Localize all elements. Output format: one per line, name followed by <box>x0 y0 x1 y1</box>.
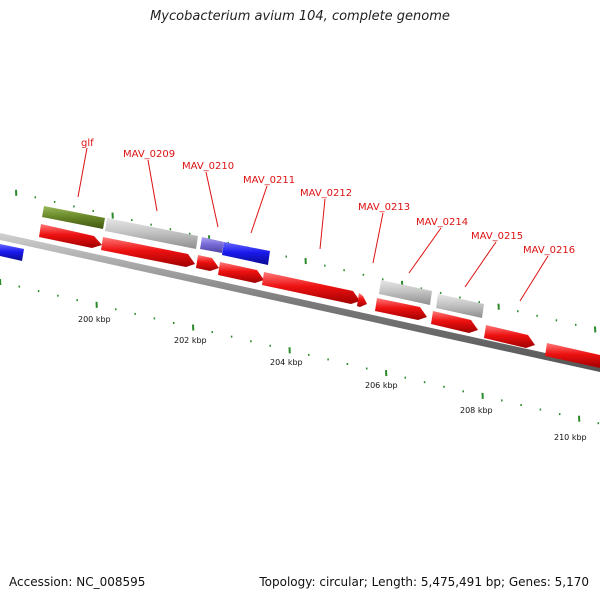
gene-label-mav-0210: MAV_0210 <box>182 161 234 172</box>
cds-arrow-3 <box>196 255 219 271</box>
feature-green-glf <box>42 206 105 229</box>
scale-label-208-kbp: 208 kbp <box>460 406 493 415</box>
genome-backbone <box>0 233 600 372</box>
cds-arrow-4 <box>218 262 264 283</box>
cds-arrow-10 <box>545 343 600 368</box>
cds-arrow-8 <box>431 311 478 333</box>
gene-label-glf: glf <box>81 138 94 149</box>
scale-label-200-kbp: 200 kbp <box>78 315 111 324</box>
cds-arrow-9 <box>484 325 535 348</box>
gene-label-lines <box>77 147 549 302</box>
cds-arrow-5 <box>262 272 360 304</box>
cds-arrow-1 <box>39 224 102 248</box>
feature-grey-mav0215 <box>436 294 484 318</box>
scale-label-206-kbp: 206 kbp <box>365 381 398 390</box>
gene-label-mav-0216: MAV_0216 <box>523 245 575 256</box>
feature-lightblue-mav0210 <box>200 237 224 253</box>
feature-layer <box>0 206 600 368</box>
genome-stats-text: Topology: circular; Length: 5,475,491 bp… <box>259 575 589 589</box>
gene-label-mav-0211: MAV_0211 <box>243 175 295 186</box>
cds-arrow-6 <box>357 293 367 307</box>
scale-label-204-kbp: 204 kbp <box>270 358 303 367</box>
accession-text: Accession: NC_008595 <box>9 575 146 589</box>
feature-blue-mav0211 <box>222 242 270 265</box>
cds-arrow-2 <box>101 237 195 267</box>
map-title: Mycobacterium avium 104, complete genome <box>150 9 450 24</box>
feature-grey-mav0209 <box>105 218 198 249</box>
cds-arrow-7 <box>375 298 427 320</box>
feature-blue-left <box>0 244 24 261</box>
scale-label-210-kbp: 210 kbp <box>554 433 587 442</box>
gene-label-mav-0215: MAV_0215 <box>471 231 523 242</box>
gene-label-mav-0212: MAV_0212 <box>300 188 352 199</box>
feature-grey-mav0214 <box>379 280 432 305</box>
gene-label-mav-0213: MAV_0213 <box>358 202 410 213</box>
gene-label-mav-0214: MAV_0214 <box>416 217 468 228</box>
scale-label-202-kbp: 202 kbp <box>174 336 207 345</box>
gene-label-mav-0209: MAV_0209 <box>123 149 175 160</box>
